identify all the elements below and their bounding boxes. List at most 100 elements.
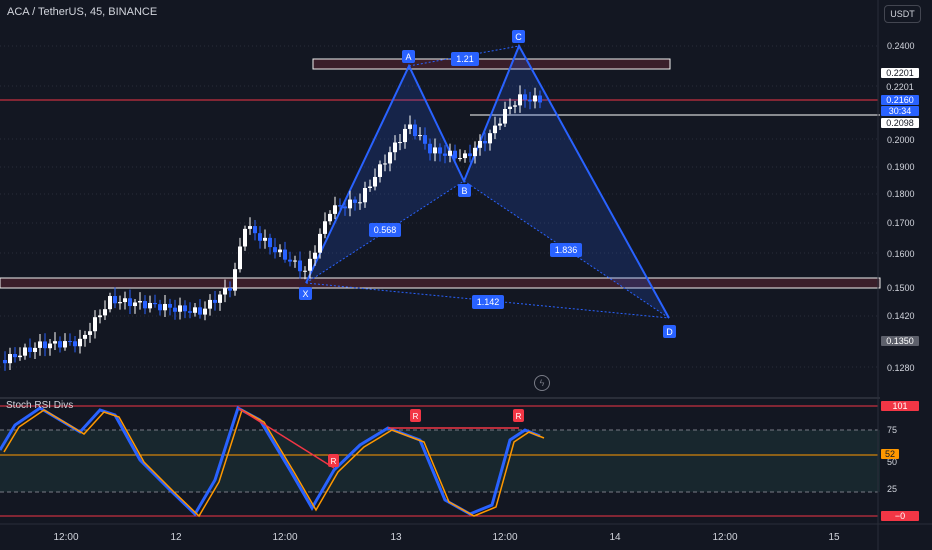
chart-title: ACA / TetherUS, 45, BINANCE	[7, 6, 158, 18]
candle-body	[88, 331, 92, 335]
point-d-label: D	[666, 327, 673, 337]
point-c-badge[interactable]	[512, 30, 525, 43]
candle-body	[178, 305, 182, 312]
candle-body	[338, 205, 342, 207]
candle-body	[258, 233, 262, 241]
pattern-xab-fill	[306, 66, 464, 283]
candle-body	[498, 123, 502, 126]
candle-body	[503, 109, 507, 124]
candlestick-series[interactable]	[3, 85, 542, 371]
candle-body	[93, 317, 97, 332]
candle-body	[298, 260, 302, 272]
point-x-badge[interactable]	[299, 287, 312, 300]
candle-body	[173, 307, 177, 312]
price-tick: 0.2400	[887, 41, 915, 51]
point-x-label: X	[302, 289, 308, 299]
candle-body	[418, 135, 422, 137]
candle-body	[483, 140, 487, 144]
candle-body	[328, 213, 332, 222]
candle-body	[263, 237, 267, 241]
lightning-icon[interactable]: ϟ	[534, 375, 550, 391]
candle-body	[488, 133, 492, 144]
candle-body	[363, 188, 367, 203]
candle-body	[123, 298, 127, 303]
candle-body	[448, 150, 452, 156]
candle-body	[283, 249, 287, 260]
candle-body	[63, 341, 67, 348]
rsi-tick: 25	[887, 484, 898, 494]
candle-body	[313, 252, 317, 259]
candle-body	[528, 99, 532, 102]
candle-body	[203, 308, 207, 315]
resistance-zone[interactable]	[312, 58, 671, 70]
rsi-signal-2: R	[413, 412, 419, 421]
time-tick: 12:00	[712, 532, 738, 543]
candle-body	[428, 143, 432, 154]
candle-body	[78, 338, 82, 347]
ratio-bc-badge	[451, 52, 479, 66]
candle-body	[268, 237, 272, 248]
candle-body	[23, 347, 27, 356]
candle-body	[118, 302, 122, 304]
candle-body	[33, 347, 37, 352]
candle-body	[473, 147, 477, 157]
rsi-signal-2-badge[interactable]	[410, 409, 421, 422]
time-tick: 12:00	[492, 532, 518, 543]
candle-body	[83, 334, 87, 339]
candle-body	[138, 300, 142, 303]
rsi-indicator-title[interactable]: Stoch RSI Divs	[6, 400, 74, 411]
ratio-cd: 1.836	[555, 245, 578, 255]
rsi-signal-1-badge[interactable]	[328, 454, 339, 467]
candle-body	[513, 105, 517, 107]
candle-body	[68, 341, 72, 343]
ratio-cd-badge	[550, 243, 582, 257]
candle-body	[348, 199, 352, 209]
support-zone[interactable]	[0, 277, 881, 289]
countdown-label: 30:34	[881, 106, 919, 116]
point-a-badge[interactable]	[402, 50, 415, 63]
candle-body	[8, 354, 12, 364]
price-tick: 0.1800	[887, 189, 915, 199]
ratio-bc: 1.21	[456, 54, 474, 64]
pattern-diagonals	[305, 45, 670, 319]
time-tick: 12:00	[53, 532, 79, 543]
price-tick: 0.2000	[887, 135, 915, 145]
candle-body	[403, 128, 407, 143]
candle-body	[353, 199, 357, 203]
price-tick: 0.1900	[887, 162, 915, 172]
candle-body	[248, 226, 252, 229]
candle-body	[53, 341, 57, 344]
point-d-badge[interactable]	[663, 325, 676, 338]
candle-body	[18, 355, 22, 358]
candle-body	[98, 315, 102, 318]
candle-body	[388, 152, 392, 164]
candle-body	[438, 147, 442, 154]
rsi-signal-3-badge[interactable]	[513, 409, 524, 422]
rsi-bottom-label: −0	[881, 511, 919, 521]
rsi-mid-label: 52	[881, 449, 899, 459]
high-price-label: 0.2201	[881, 68, 919, 78]
rsi-tick: 75	[887, 425, 898, 435]
candle-body	[133, 302, 137, 307]
candle-body	[463, 153, 467, 159]
ratio-xd-badge	[472, 295, 504, 309]
candle-body	[308, 258, 312, 271]
currency-button[interactable]: USDT	[884, 5, 921, 23]
candle-body	[393, 142, 397, 153]
candle-body	[28, 347, 32, 352]
ratio-ab-badge	[369, 223, 401, 237]
candle-body	[73, 341, 77, 347]
candle-body	[108, 296, 112, 310]
candle-body	[223, 288, 227, 295]
candle-body	[453, 150, 457, 159]
point-b-badge[interactable]	[458, 184, 471, 197]
candle-body	[163, 303, 167, 311]
candle-body	[508, 106, 512, 110]
candle-body	[423, 135, 427, 144]
point-c-label: C	[515, 32, 522, 42]
price-tick: 0.1700	[887, 218, 915, 228]
candle-body	[468, 153, 472, 157]
point-b-label: B	[461, 186, 467, 196]
rsi-top-label: 101	[881, 401, 919, 411]
